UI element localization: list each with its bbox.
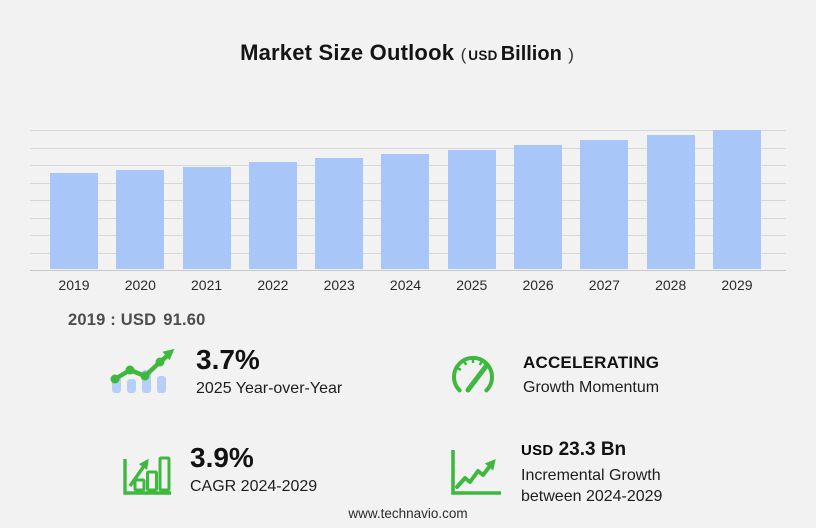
- stat-incremental-value-row: USD 23.3 Bn: [521, 438, 662, 462]
- bar-2022: [248, 162, 297, 269]
- bars-trend-icon: [108, 345, 180, 402]
- chart-title-unit: Billion: [500, 43, 562, 65]
- stat-incremental-currency: USD: [521, 442, 554, 459]
- stat-cagr-text: 3.9% CAGR 2024-2029: [190, 443, 317, 497]
- bar-2027: [580, 140, 629, 269]
- bar-2026: [514, 145, 563, 269]
- chart-x-axis: 2019 2020 2021 2022 2023 2024 2025 2026 2027 2028…: [30, 277, 786, 293]
- stat-momentum-label: Growth Momentum: [523, 379, 660, 396]
- x-axis-label-2025: 2025: [456, 277, 488, 293]
- bar-2020: [116, 170, 165, 269]
- speedometer-icon: [447, 352, 499, 403]
- trend-axis-icon: [445, 440, 505, 505]
- stat-incremental: USD 23.3 Bn Incremental Growth between 20…: [445, 438, 662, 507]
- stat-cagr-value: 3.9%: [190, 442, 254, 473]
- x-axis-label-2027: 2027: [588, 277, 620, 293]
- chart-title-close-paren: ): [568, 45, 574, 64]
- chart-bars: [30, 69, 786, 269]
- bar-chart-plot-area: [30, 129, 786, 271]
- bar-2019: [50, 173, 98, 269]
- x-axis-label-2026: 2026: [522, 277, 554, 293]
- stat-incremental-label-line2: between 2024-2029: [521, 488, 663, 505]
- base-year-annotation: 2019 : USD 91.60: [68, 311, 206, 330]
- base-year-value: 91.60: [163, 311, 206, 329]
- stat-yoy-value: 3.7%: [196, 344, 260, 375]
- x-axis-label-2020: 2020: [124, 277, 156, 293]
- chart-title-open-paren: (: [460, 45, 467, 64]
- stat-yoy: 3.7% 2025 Year-over-Year: [108, 345, 342, 402]
- x-axis-label-2023: 2023: [323, 277, 355, 293]
- x-axis-label-2021: 2021: [191, 277, 223, 293]
- x-axis-label-2022: 2022: [257, 277, 289, 293]
- stat-cagr-label: CAGR 2024-2029: [190, 478, 318, 495]
- website-url: www.technavio.com: [348, 506, 468, 521]
- gridline: [30, 130, 786, 131]
- bar-2024: [381, 154, 430, 269]
- growth-bars-icon: [118, 443, 174, 504]
- chart-title-main: Market Size Outlook: [240, 40, 455, 65]
- bar-2021: [182, 166, 231, 269]
- base-year-label: 2019 : USD: [68, 311, 157, 329]
- bar-2028: [646, 135, 695, 269]
- stat-momentum-text: ACCELERATING Growth Momentum: [523, 352, 659, 398]
- chart-title-currency: USD: [468, 48, 498, 63]
- x-axis-label-2024: 2024: [389, 277, 422, 293]
- bar-2029: [712, 129, 761, 269]
- stat-cagr: 3.9% CAGR 2024-2029: [118, 443, 317, 504]
- stat-incremental-text: USD 23.3 Bn Incremental Growth between 20…: [521, 438, 662, 507]
- stat-incremental-value: 23.3 Bn: [558, 439, 627, 460]
- gridline: [30, 147, 786, 149]
- chart-title: Market Size Outlook (USD Billion ): [0, 40, 816, 66]
- bar-2025: [447, 149, 496, 269]
- stat-momentum: ACCELERATING Growth Momentum: [447, 352, 659, 403]
- x-axis-baseline: [30, 270, 786, 271]
- x-axis-label-2028: 2028: [655, 277, 687, 293]
- stat-yoy-label: 2025 Year-over-Year: [196, 380, 343, 397]
- x-axis-label-2019: 2019: [58, 277, 90, 293]
- x-axis-label-2029: 2029: [721, 277, 753, 293]
- bar-2023: [315, 158, 364, 269]
- stat-yoy-text: 3.7% 2025 Year-over-Year: [196, 345, 342, 399]
- stat-incremental-label-line1: Incremental Growth: [521, 467, 661, 484]
- stat-momentum-value: ACCELERATING: [523, 353, 660, 372]
